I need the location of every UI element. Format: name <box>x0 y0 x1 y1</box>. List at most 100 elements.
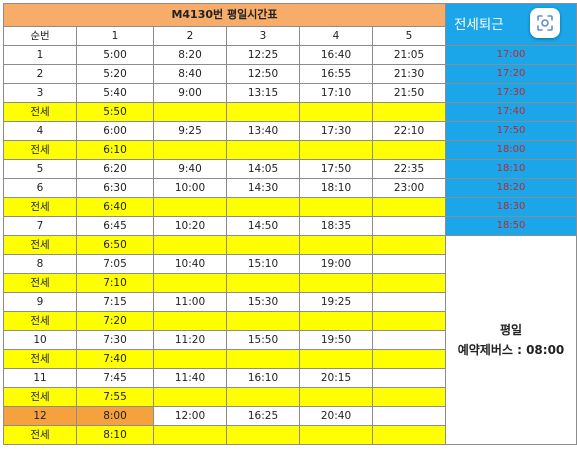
charter-row: 전세 7:40 <box>3 349 577 369</box>
time-cell <box>299 197 373 217</box>
column-header-run-3: 3 <box>226 26 300 46</box>
time-cell: 14:05 <box>226 159 300 179</box>
time-cell: 7:45 <box>76 368 154 388</box>
commute-time: 17:30 <box>445 83 577 103</box>
row-label: 2 <box>3 64 77 84</box>
row-label: 6 <box>3 178 77 198</box>
table-row: 7 6:45 10:20 14:50 18:35 18:50 <box>3 216 577 236</box>
time-cell: 7:15 <box>76 292 154 312</box>
row-label: 3 <box>3 83 77 103</box>
time-cell: 7:30 <box>76 330 154 350</box>
commute-time: 18:50 <box>445 216 577 236</box>
time-cell: 6:20 <box>76 159 154 179</box>
table-row: 6 6:30 10:00 14:30 18:10 23:00 18:20 <box>3 178 577 198</box>
commute-time: 17:20 <box>445 64 577 84</box>
commute-time: 18:20 <box>445 178 577 198</box>
time-cell <box>299 349 373 369</box>
time-cell: 13:15 <box>226 83 300 103</box>
row-label: 전세 <box>3 311 77 331</box>
time-cell: 22:10 <box>372 121 446 141</box>
row-label: 1 <box>3 45 77 65</box>
row-label: 전세 <box>3 140 77 160</box>
time-cell: 7:55 <box>76 387 154 407</box>
time-cell <box>153 425 227 445</box>
time-cell: 13:40 <box>226 121 300 141</box>
row-label: 전세 <box>3 349 77 369</box>
time-cell: 16:10 <box>226 368 300 388</box>
time-cell <box>226 140 300 160</box>
column-header-run-4: 4 <box>299 26 373 46</box>
time-cell: 9:25 <box>153 121 227 141</box>
row-label: 전세 <box>3 273 77 293</box>
time-cell: 12:50 <box>226 64 300 84</box>
time-cell: 5:20 <box>76 64 154 84</box>
time-cell <box>299 311 373 331</box>
time-cell: 21:50 <box>372 83 446 103</box>
time-cell <box>153 140 227 160</box>
row-label: 8 <box>3 254 77 274</box>
lens-icon <box>537 15 553 31</box>
visual-search-button[interactable] <box>530 8 560 38</box>
time-cell: 6:50 <box>76 235 154 255</box>
time-cell <box>299 235 373 255</box>
time-cell: 14:30 <box>226 178 300 198</box>
charter-row: 전세 6:10 18:00 <box>3 140 577 160</box>
time-cell <box>372 387 446 407</box>
time-cell <box>372 292 446 312</box>
row-label: 12 <box>3 406 77 426</box>
time-cell: 22:35 <box>372 159 446 179</box>
time-cell: 8:00 <box>76 406 154 426</box>
time-cell: 17:50 <box>299 159 373 179</box>
time-cell <box>153 197 227 217</box>
column-header-seq: 순번 <box>3 26 77 46</box>
row-label: 전세 <box>3 102 77 122</box>
time-cell <box>226 273 300 293</box>
time-cell: 12:00 <box>153 406 227 426</box>
table-row: 12 8:00 12:00 16:25 20:40 <box>3 406 577 426</box>
table-row: 11 7:45 11:40 16:10 20:15 <box>3 368 577 388</box>
commute-time: 18:00 <box>445 140 577 160</box>
time-cell: 20:15 <box>299 368 373 388</box>
table-row: 2 5:20 8:40 12:50 16:55 21:30 17:20 <box>3 64 577 84</box>
time-cell: 23:00 <box>372 178 446 198</box>
note-line-reservation: 예약제버스 : 08:00 <box>457 343 565 357</box>
time-cell: 17:10 <box>299 83 373 103</box>
time-cell: 6:40 <box>76 197 154 217</box>
time-cell <box>153 235 227 255</box>
row-label: 7 <box>3 216 77 236</box>
note-line-weekday: 평일 <box>499 323 523 337</box>
time-cell: 8:40 <box>153 64 227 84</box>
time-cell: 10:00 <box>153 178 227 198</box>
time-cell: 10:40 <box>153 254 227 274</box>
time-cell: 16:40 <box>299 45 373 65</box>
time-cell <box>372 102 446 122</box>
time-cell <box>226 425 300 445</box>
commute-time: 17:40 <box>445 102 577 122</box>
charter-row: 전세 5:50 17:40 <box>3 102 577 122</box>
time-cell <box>372 254 446 274</box>
row-label: 11 <box>3 368 77 388</box>
table-row: 3 5:40 9:00 13:15 17:10 21:50 17:30 <box>3 83 577 103</box>
commute-time: 17:00 <box>445 45 577 65</box>
charter-row: 전세 8:10 <box>3 425 577 445</box>
commute-time: 17:50 <box>445 121 577 141</box>
time-cell <box>226 197 300 217</box>
time-cell <box>372 406 446 426</box>
column-header-run-5: 5 <box>372 26 446 46</box>
time-cell <box>372 235 446 255</box>
time-cell: 11:00 <box>153 292 227 312</box>
row-label: 전세 <box>3 387 77 407</box>
time-cell <box>299 102 373 122</box>
time-cell: 6:00 <box>76 121 154 141</box>
time-cell <box>372 425 446 445</box>
charter-row: 전세 6:40 18:30 <box>3 197 577 217</box>
time-cell: 21:30 <box>372 64 446 84</box>
time-cell: 20:40 <box>299 406 373 426</box>
row-label: 전세 <box>3 197 77 217</box>
time-cell: 14:50 <box>226 216 300 236</box>
time-cell: 6:10 <box>76 140 154 160</box>
time-cell: 7:10 <box>76 273 154 293</box>
time-cell: 10:20 <box>153 216 227 236</box>
time-cell <box>372 197 446 217</box>
